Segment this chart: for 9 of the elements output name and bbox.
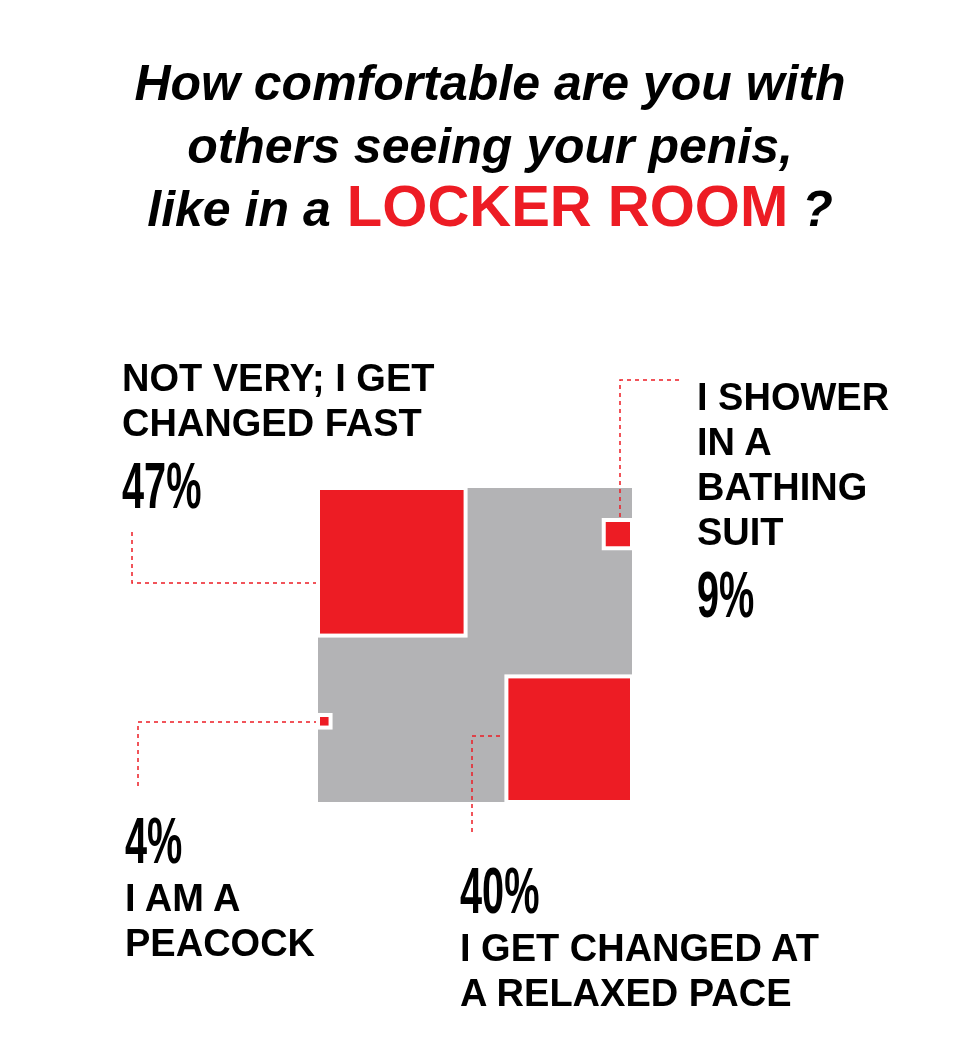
category-label: I AM A PEACOCK: [125, 877, 316, 964]
category-label: I GET CHANGED AT A RELAXED PACE: [460, 927, 819, 1014]
data-label: 40%: [460, 855, 540, 927]
category-label: NOT VERY; I GET CHANGED FAST: [122, 357, 435, 444]
category-label: I SHOWER IN A BATHING SUIT: [697, 376, 890, 553]
data-label: 9%: [697, 559, 755, 631]
chart-title: How comfortable are you with others seeing your penis, like in a LOCKER ROOM ?: [134, 55, 846, 238]
data-label: 4%: [125, 805, 183, 877]
data-label: 47%: [122, 450, 202, 522]
